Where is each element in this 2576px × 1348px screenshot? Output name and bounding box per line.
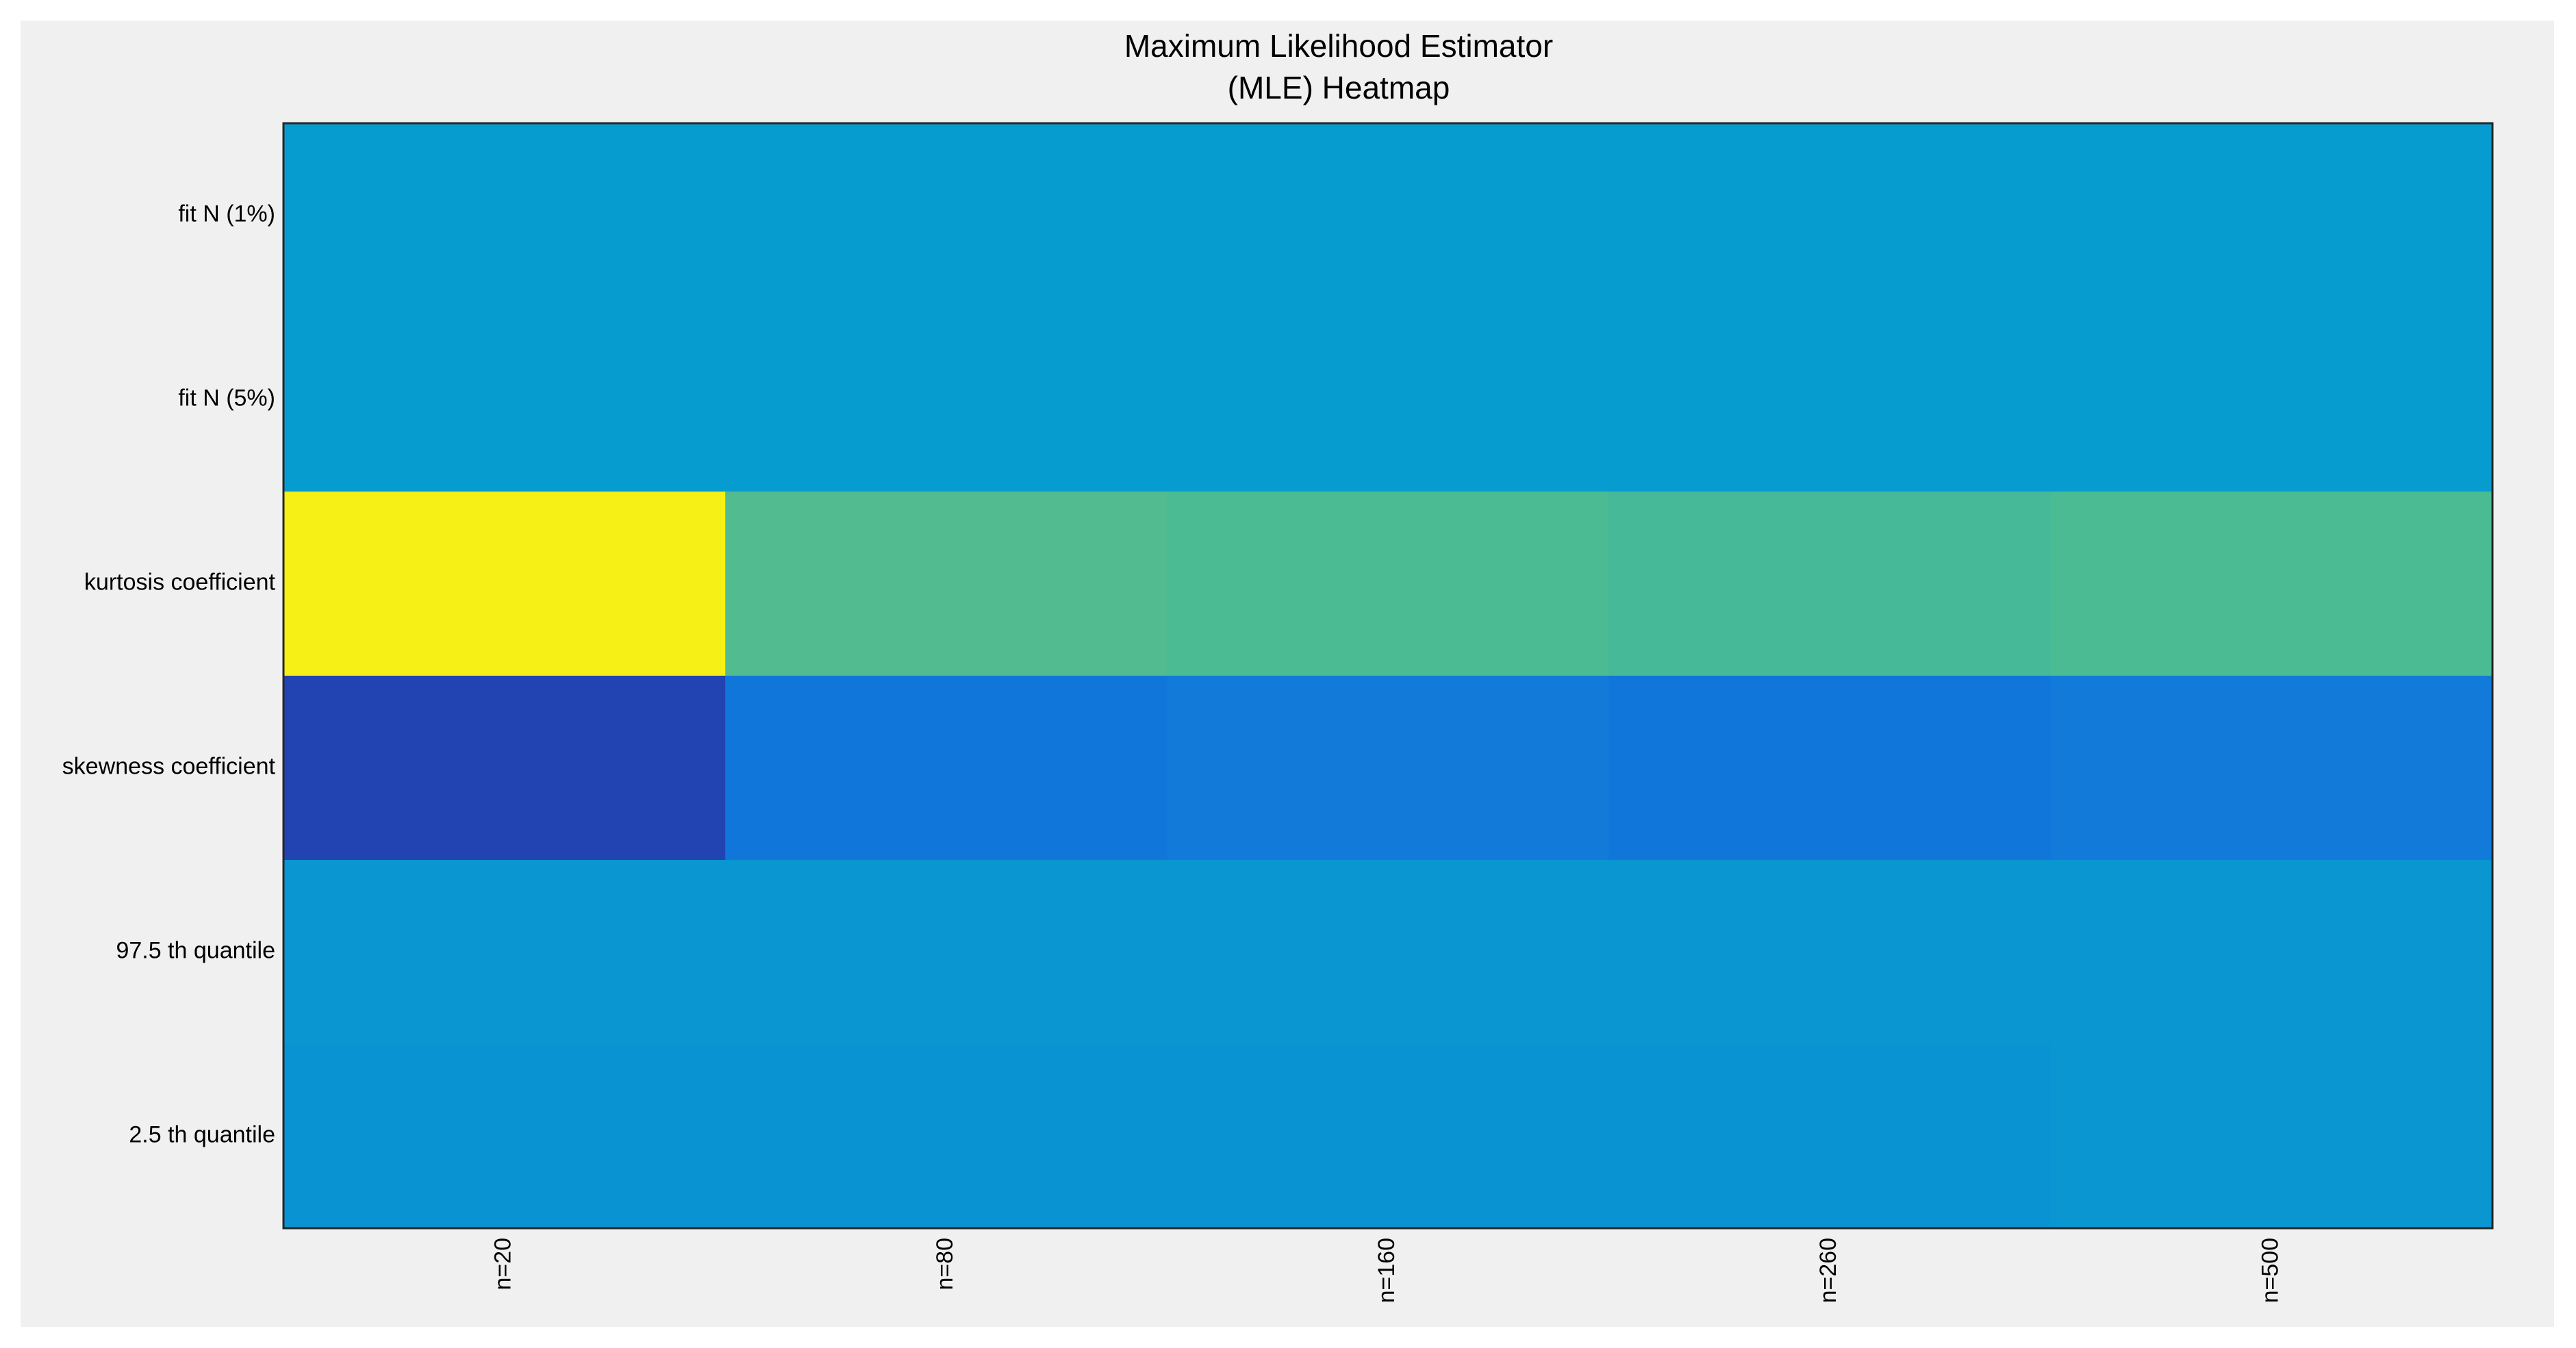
heatmap-cell: [283, 676, 726, 861]
heatmap-cell: [283, 860, 726, 1045]
heatmap-cell: [1167, 676, 1610, 861]
heatmap-cell: [1608, 860, 2051, 1045]
column-label: n=500: [2257, 1238, 2283, 1304]
chart-title-line-2: (MLE) Heatmap: [1228, 70, 1450, 105]
chart-title-line-1: Maximum Likelihood Estimator: [1124, 28, 1553, 64]
heatmap-cell: [283, 492, 726, 676]
heatmap-cell: [283, 1044, 726, 1229]
heatmap-cell: [725, 860, 1167, 1045]
column-label: n=160: [1374, 1238, 1400, 1304]
heatmap-cell: [283, 123, 726, 308]
column-label: n=80: [932, 1238, 958, 1290]
heatmap-cell: [2050, 1044, 2493, 1229]
heatmap-cell: [1167, 860, 1610, 1045]
row-label: kurtosis coefficient: [84, 569, 276, 595]
heatmap-cell: [725, 307, 1167, 492]
heatmap-cell: [1608, 123, 2051, 308]
heatmap-cell: [2050, 676, 2493, 861]
row-labels: fit N (1%) fit N (5%) kurtosis coefficient…: [62, 201, 276, 1147]
heatmap-cell: [2050, 307, 2493, 492]
heatmap-cell: [1608, 1044, 2051, 1229]
heatmap-cell: [1167, 1044, 1610, 1229]
column-label: n=260: [1815, 1238, 1841, 1304]
heatmap-cell: [725, 1044, 1167, 1229]
heatmap-cell: [1167, 307, 1610, 492]
column-label: n=20: [490, 1238, 516, 1290]
row-label: skewness coefficient: [62, 753, 276, 779]
heatmap-cell: [1167, 492, 1610, 676]
heatmap-cell: [1608, 492, 2051, 676]
heatmap-cell: [2050, 123, 2493, 308]
heatmap-cell: [725, 492, 1167, 676]
heatmap-cell: [1608, 676, 2051, 861]
heatmap-cell: [2050, 860, 2493, 1045]
heatmap-cell: [1167, 123, 1610, 308]
heatmap-cell: [283, 307, 726, 492]
heatmap-cells: [283, 123, 2493, 1229]
row-label: 2.5 th quantile: [129, 1121, 275, 1147]
heatmap-cell: [1608, 307, 2051, 492]
heatmap-cell: [2050, 492, 2493, 676]
row-label: 97.5 th quantile: [116, 937, 275, 963]
row-label: fit N (5%): [178, 385, 275, 411]
axes-border: [282, 122, 2494, 1230]
column-labels: n=20 n=80 n=160 n=260 n=500: [490, 1238, 2284, 1304]
heatmap-cell: [725, 123, 1167, 308]
row-label: fit N (1%): [178, 201, 275, 227]
heatmap-cell: [725, 676, 1167, 861]
